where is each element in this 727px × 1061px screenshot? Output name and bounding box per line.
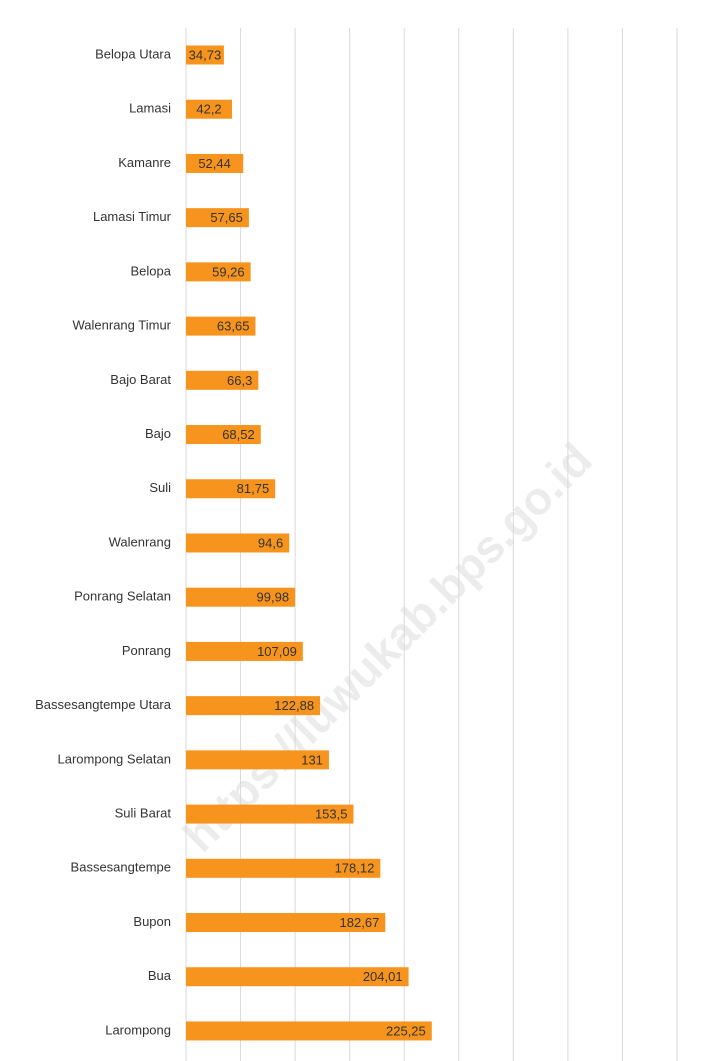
y-tick-label: Bupon xyxy=(133,914,171,929)
y-tick-label: Bassesangtempe xyxy=(71,860,171,875)
y-tick-label: Lamasi xyxy=(129,101,171,116)
bar xyxy=(186,153,244,173)
bar xyxy=(186,262,251,282)
data-label: 81,75 xyxy=(237,481,270,496)
data-label: 59,26 xyxy=(212,264,245,279)
data-label: 225,25 xyxy=(386,1023,426,1038)
bar xyxy=(186,913,386,933)
y-tick-label: Ponrang Selatan xyxy=(74,589,171,604)
bar xyxy=(186,370,259,390)
y-tick-label: Belopa xyxy=(131,263,172,278)
y-tick-label: Bajo xyxy=(145,426,171,441)
y-tick-label: Bassesangtempe Utara xyxy=(35,697,172,712)
bar xyxy=(186,533,290,553)
y-tick-label: Larompong xyxy=(105,1022,171,1037)
data-label: 182,67 xyxy=(340,915,380,930)
y-tick-label: Belopa Utara xyxy=(95,46,172,61)
y-tick-label: Walenrang Timur xyxy=(73,318,172,333)
data-label: 52,44 xyxy=(198,156,231,171)
bar xyxy=(186,99,233,119)
data-label: 34,73 xyxy=(189,47,222,62)
data-label: 42,2 xyxy=(196,102,221,117)
y-tick-label: Suli Barat xyxy=(115,806,172,821)
bar xyxy=(186,696,321,716)
data-label: 204,01 xyxy=(363,969,403,984)
y-tick-label: Bua xyxy=(148,968,172,983)
y-tick-label: Lamasi Timur xyxy=(93,209,172,224)
data-label: 178,12 xyxy=(335,861,375,876)
bar xyxy=(186,1021,432,1041)
bar xyxy=(186,208,249,228)
data-label: 63,65 xyxy=(217,319,250,334)
data-label: 99,98 xyxy=(257,590,290,605)
y-tick-label: Larompong Selatan xyxy=(58,751,171,766)
data-label: 122,88 xyxy=(274,698,314,713)
bar xyxy=(186,641,303,661)
y-tick-label: Kamanre xyxy=(118,155,171,170)
bar xyxy=(186,967,409,987)
bar xyxy=(186,587,296,607)
y-tick-label: Ponrang xyxy=(122,643,171,658)
bar xyxy=(186,858,381,878)
bar xyxy=(186,750,329,770)
data-label: 68,52 xyxy=(222,427,255,442)
y-tick-label: Walenrang xyxy=(109,534,171,549)
y-tick-label: Bajo Barat xyxy=(110,372,171,387)
bar xyxy=(186,316,256,336)
data-label: 66,3 xyxy=(227,373,252,388)
bar xyxy=(186,425,261,445)
bar xyxy=(186,804,354,824)
data-label: 107,09 xyxy=(257,644,297,659)
bar xyxy=(186,479,276,499)
bar xyxy=(186,45,224,65)
data-label: 131 xyxy=(301,752,323,767)
data-label: 153,5 xyxy=(315,807,348,822)
data-label: 57,65 xyxy=(210,210,243,225)
data-label: 94,6 xyxy=(258,535,283,550)
y-tick-label: Suli xyxy=(149,480,171,495)
